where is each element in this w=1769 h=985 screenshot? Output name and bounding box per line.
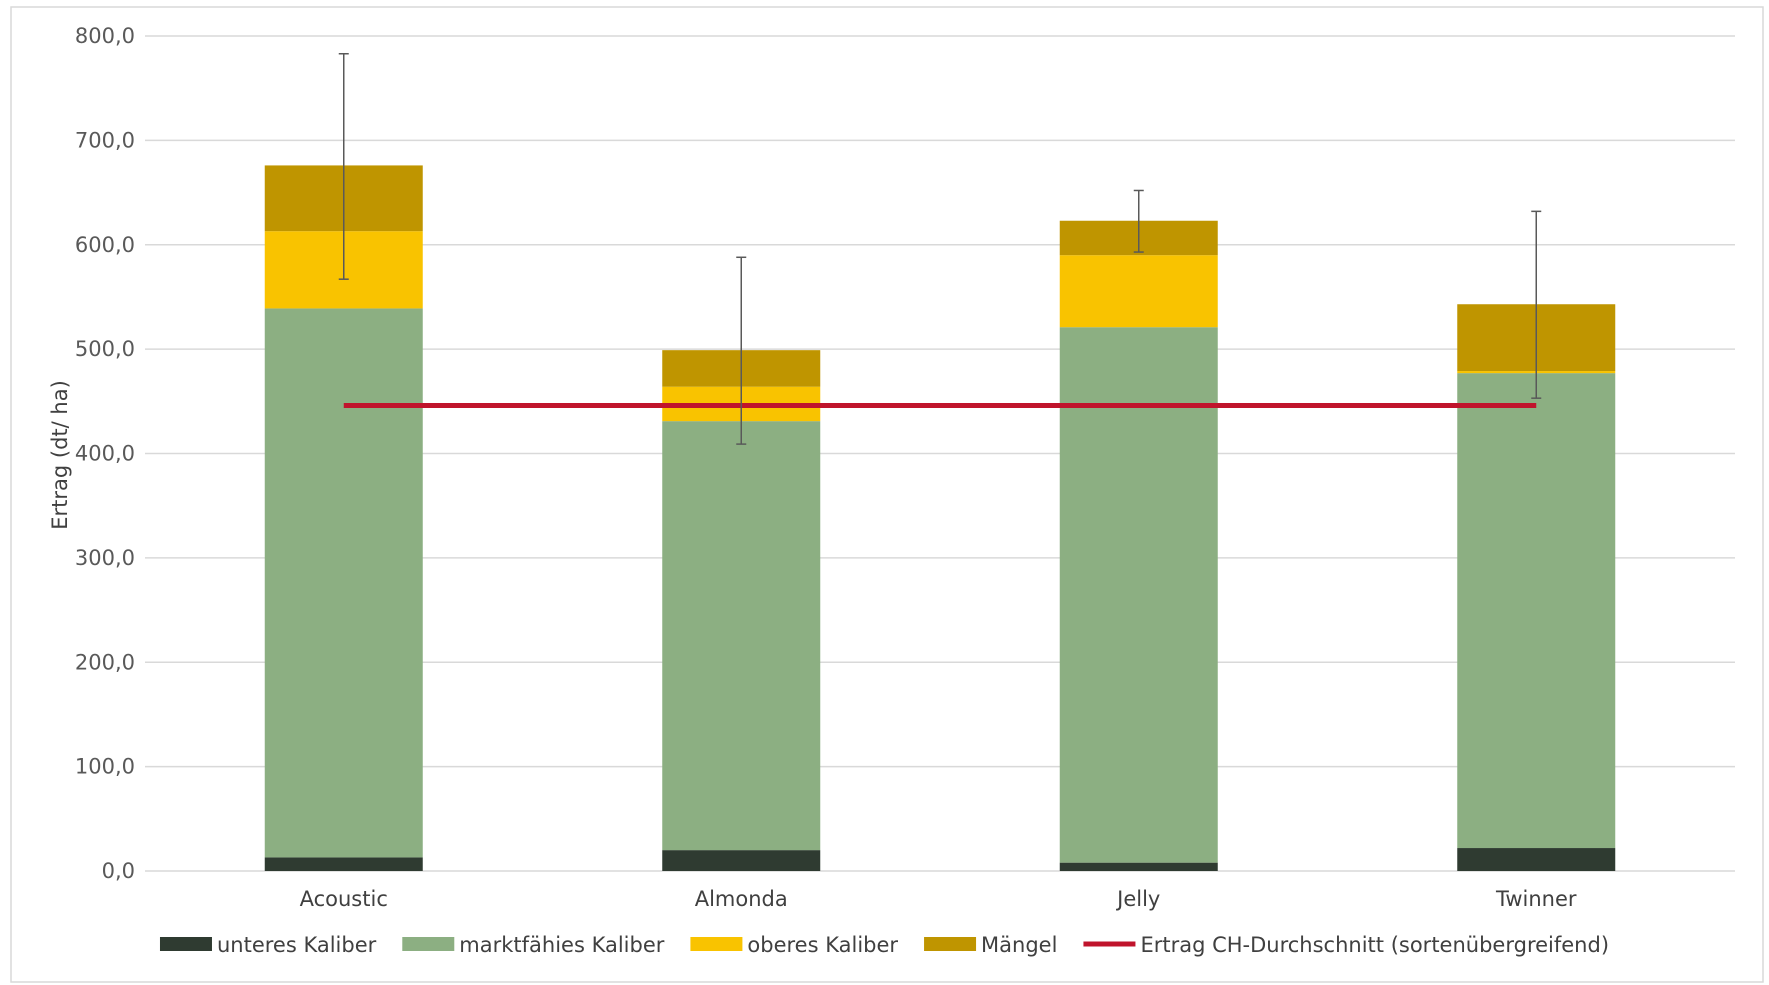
legend-item-maengel: Mängel [924, 933, 1057, 957]
legend-label: oberes Kaliber [747, 933, 898, 957]
legend-item-unteres: unteres Kaliber [159, 933, 377, 957]
bar-segment-marktfaehig [1457, 373, 1616, 849]
y-axis-title: Ertrag (dt/ ha) [48, 380, 72, 530]
y-tick-labels: 0,0 100,0 200,0 300,0 400,0 500,0 600,0 700,0 80… [75, 24, 135, 883]
category-label: Jelly [1115, 887, 1160, 911]
legend-label: marktfähies Kaliber [459, 933, 664, 957]
category-label: Acoustic [300, 887, 388, 911]
bar-segment-marktfaehig [662, 421, 821, 851]
category-labels: Acoustic Almonda Jelly Twinner [300, 887, 1577, 911]
legend-item-oberes: oberes Kaliber [690, 933, 898, 957]
y-tick-label: 800,0 [75, 24, 135, 48]
category-label: Twinner [1495, 887, 1577, 911]
bar-segment-unteres [1059, 862, 1218, 871]
bar-segment-marktfaehig [1059, 327, 1218, 863]
bar-segment-unteres [264, 857, 423, 871]
y-tick-label: 0,0 [102, 859, 135, 883]
y-tick-label: 700,0 [75, 128, 135, 152]
y-tick-label: 600,0 [75, 233, 135, 257]
legend-item-marktfaehig: marktfähies Kaliber [402, 933, 665, 957]
legend-swatch [690, 937, 743, 951]
bar-segment-unteres [662, 850, 821, 871]
category-label: Almonda [695, 887, 788, 911]
legend-swatch [924, 937, 977, 951]
y-tick-label: 300,0 [75, 546, 135, 570]
bar-segment-marktfaehig [264, 308, 423, 858]
error-bars [338, 52, 1542, 445]
y-tick-label: 100,0 [75, 755, 135, 779]
legend-swatch [159, 937, 212, 951]
y-tick-label: 200,0 [75, 650, 135, 674]
bar-segment-unteres [1457, 848, 1616, 871]
legend-label: Mängel [981, 933, 1057, 957]
y-tick-label: 400,0 [75, 442, 135, 466]
legend: unteres Kaliber marktfähies Kaliber oberes… [159, 933, 1609, 957]
legend-item-average: Ertrag CH-Durchschnitt (sortenübergreife… [1083, 933, 1609, 957]
y-tick-label: 500,0 [75, 337, 135, 361]
legend-label: Ertrag CH-Durchschnitt (sortenübergreife… [1140, 933, 1609, 957]
legend-label: unteres Kaliber [217, 933, 377, 957]
bar-segment-oberes [1059, 255, 1218, 328]
legend-swatch [402, 937, 455, 951]
